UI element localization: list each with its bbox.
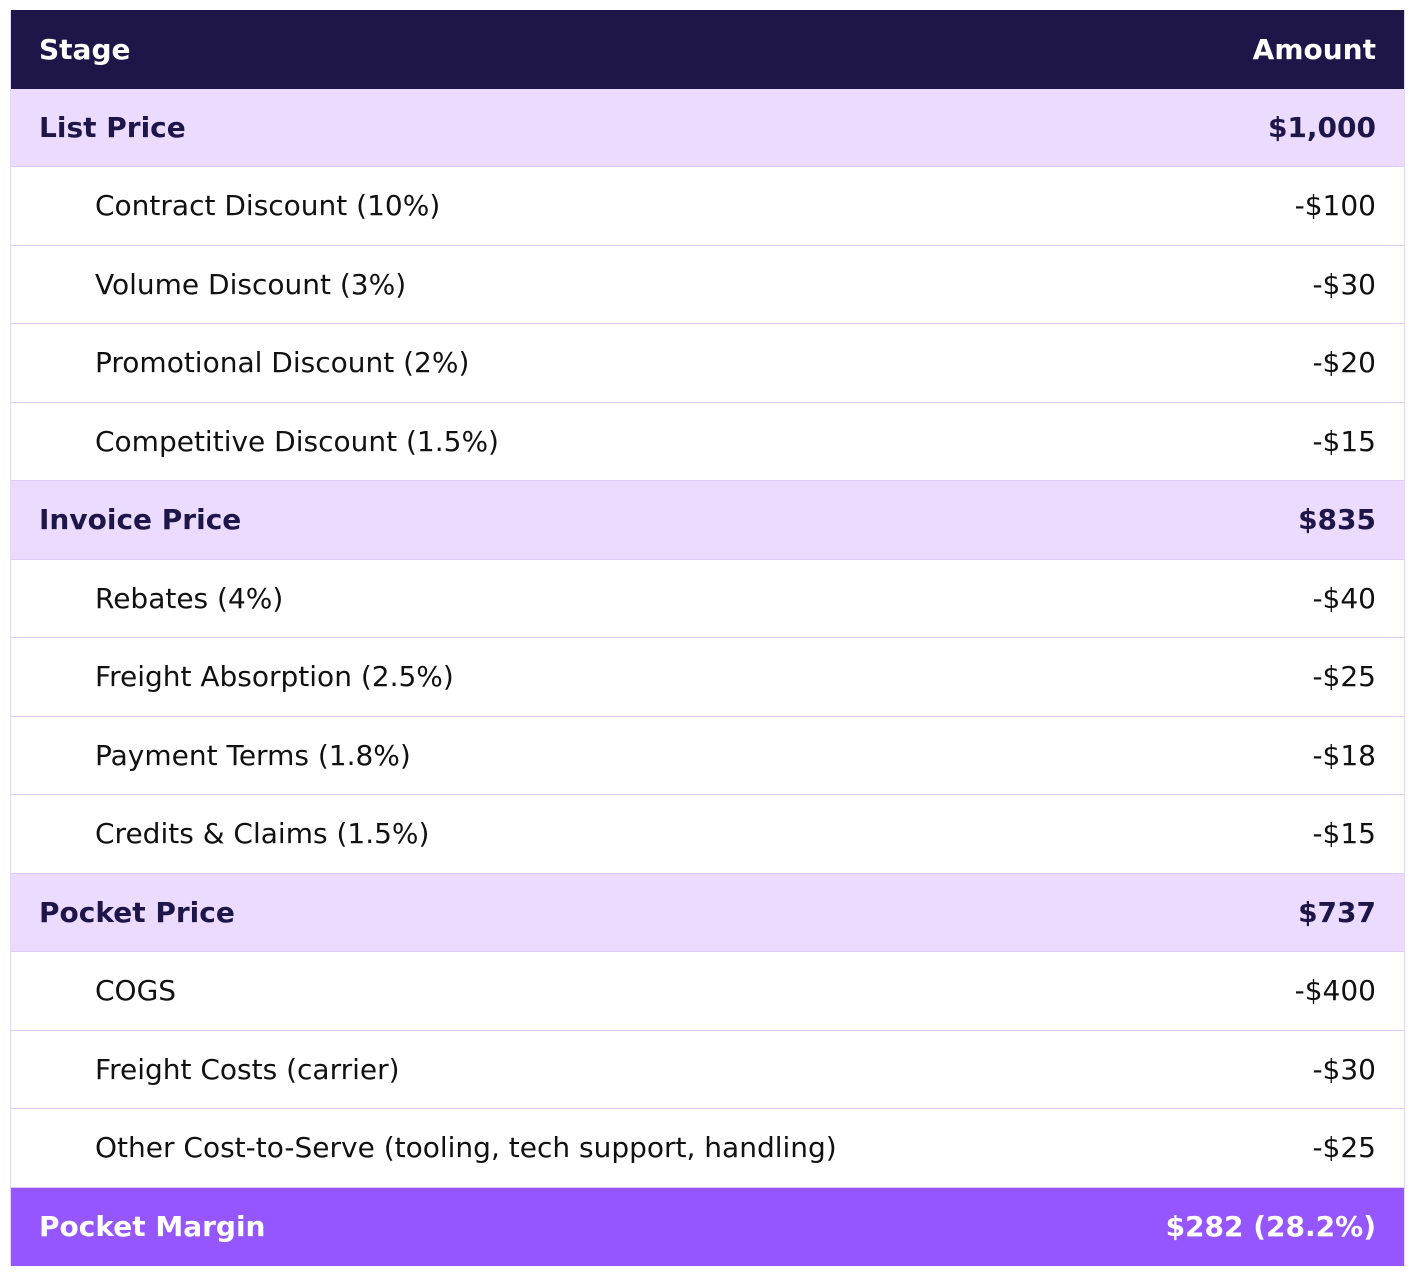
- detail-row: Other Cost-to-Serve (tooling, tech suppo…: [11, 1109, 1404, 1188]
- subtotal-row: Pocket Price $737: [11, 873, 1404, 952]
- stage-cell: Other Cost-to-Serve (tooling, tech suppo…: [95, 1131, 837, 1165]
- detail-row: Contract Discount (10%) -$100: [11, 167, 1404, 246]
- detail-row: Competitive Discount (1.5%) -$15: [11, 402, 1404, 481]
- stage-cell: Invoice Price: [39, 503, 242, 537]
- detail-row: Payment Terms (1.8%) -$18: [11, 716, 1404, 795]
- amount-cell: $1,000: [1267, 110, 1376, 144]
- amount-cell: -$18: [1312, 738, 1376, 772]
- amount-cell: -$30: [1312, 1052, 1376, 1086]
- stage-cell: Freight Costs (carrier): [95, 1052, 400, 1086]
- subtotal-row: Invoice Price $835: [11, 481, 1404, 560]
- header-cell: Amount: [1252, 32, 1376, 66]
- amount-cell: -$20: [1312, 346, 1376, 380]
- header-row: Stage Amount: [11, 10, 1404, 89]
- stage-cell: Pocket Price: [39, 895, 235, 929]
- detail-row: Volume Discount (3%) -$30: [11, 245, 1404, 324]
- stage-cell: Rebates (4%): [95, 581, 284, 615]
- stage-cell: Pocket Margin: [39, 1210, 266, 1244]
- subtotal-row: List Price $1,000: [11, 88, 1404, 167]
- stage-cell: Contract Discount (10%): [95, 189, 441, 223]
- detail-row: COGS -$400: [11, 952, 1404, 1031]
- amount-cell: -$25: [1312, 660, 1376, 694]
- stage-cell: Credits & Claims (1.5%): [95, 817, 430, 851]
- stage-cell: Volume Discount (3%): [95, 267, 407, 301]
- stage-cell: Promotional Discount (2%): [95, 346, 470, 380]
- amount-cell: $282 (28.2%): [1165, 1210, 1376, 1244]
- detail-row: Promotional Discount (2%) -$20: [11, 324, 1404, 403]
- total-row: Pocket Margin $282 (28.2%): [11, 1187, 1404, 1266]
- amount-cell: -$40: [1312, 581, 1376, 615]
- detail-row: Freight Costs (carrier) -$30: [11, 1030, 1404, 1109]
- amount-cell: $737: [1298, 895, 1376, 929]
- amount-cell: -$100: [1294, 189, 1376, 223]
- amount-cell: -$15: [1312, 424, 1376, 458]
- header-cell: Stage: [39, 32, 131, 66]
- stage-cell: Payment Terms (1.8%): [95, 738, 411, 772]
- stage-cell: COGS: [95, 974, 177, 1008]
- stage-cell: List Price: [39, 110, 186, 144]
- amount-cell: -$25: [1312, 1131, 1376, 1165]
- amount-cell: $835: [1298, 503, 1376, 537]
- amount-cell: -$15: [1312, 817, 1376, 851]
- pricing-table: Stage Amount List Price $1,000 Contract Disc…: [10, 10, 1405, 1266]
- amount-cell: -$400: [1294, 974, 1376, 1008]
- detail-row: Freight Absorption (2.5%) -$25: [11, 638, 1404, 717]
- amount-cell: -$30: [1312, 267, 1376, 301]
- stage-cell: Freight Absorption (2.5%): [95, 660, 454, 694]
- detail-row: Credits & Claims (1.5%) -$15: [11, 795, 1404, 874]
- stage-cell: Competitive Discount (1.5%): [95, 424, 499, 458]
- detail-row: Rebates (4%) -$40: [11, 559, 1404, 638]
